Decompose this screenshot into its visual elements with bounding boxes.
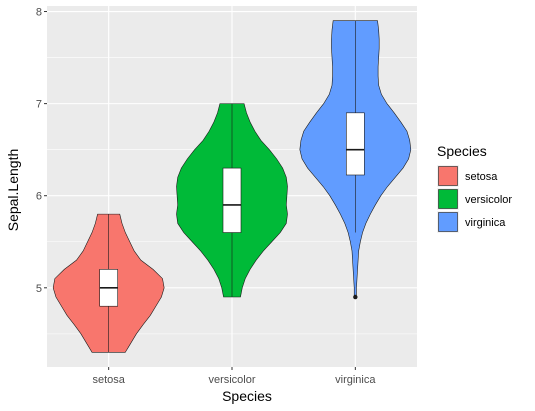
box-virginica <box>346 112 365 176</box>
x-axis-title: Species <box>222 388 272 404</box>
legend-title: Species <box>437 143 487 159</box>
legend-swatch-versicolor <box>438 189 458 209</box>
x-axis: setosa versicolor virginica <box>92 367 376 386</box>
y-tick-label: 7 <box>36 99 42 111</box>
y-tick-label: 5 <box>36 283 42 295</box>
x-tick-label-virginica: virginica <box>335 374 376 386</box>
outlier-virginica <box>353 294 358 300</box>
legend-label-versicolor: versicolor <box>465 194 512 206</box>
y-axis: 5 6 7 8 <box>36 7 47 295</box>
box-versicolor <box>222 167 242 233</box>
x-tick-label-versicolor: versicolor <box>208 374 255 386</box>
plot-panel <box>47 6 417 367</box>
x-tick-label-setosa: setosa <box>92 374 125 386</box>
legend-label-virginica: virginica <box>465 217 506 229</box>
legend: Species setosa versicolor virginica <box>437 143 512 233</box>
y-tick-label: 8 <box>36 7 42 19</box>
y-tick-label: 6 <box>36 191 42 203</box>
legend-label-setosa: setosa <box>465 171 498 183</box>
legend-swatch-virginica <box>438 212 458 232</box>
legend-swatch-setosa <box>438 166 458 186</box>
y-axis-title: Sepal.Length <box>5 149 21 232</box>
